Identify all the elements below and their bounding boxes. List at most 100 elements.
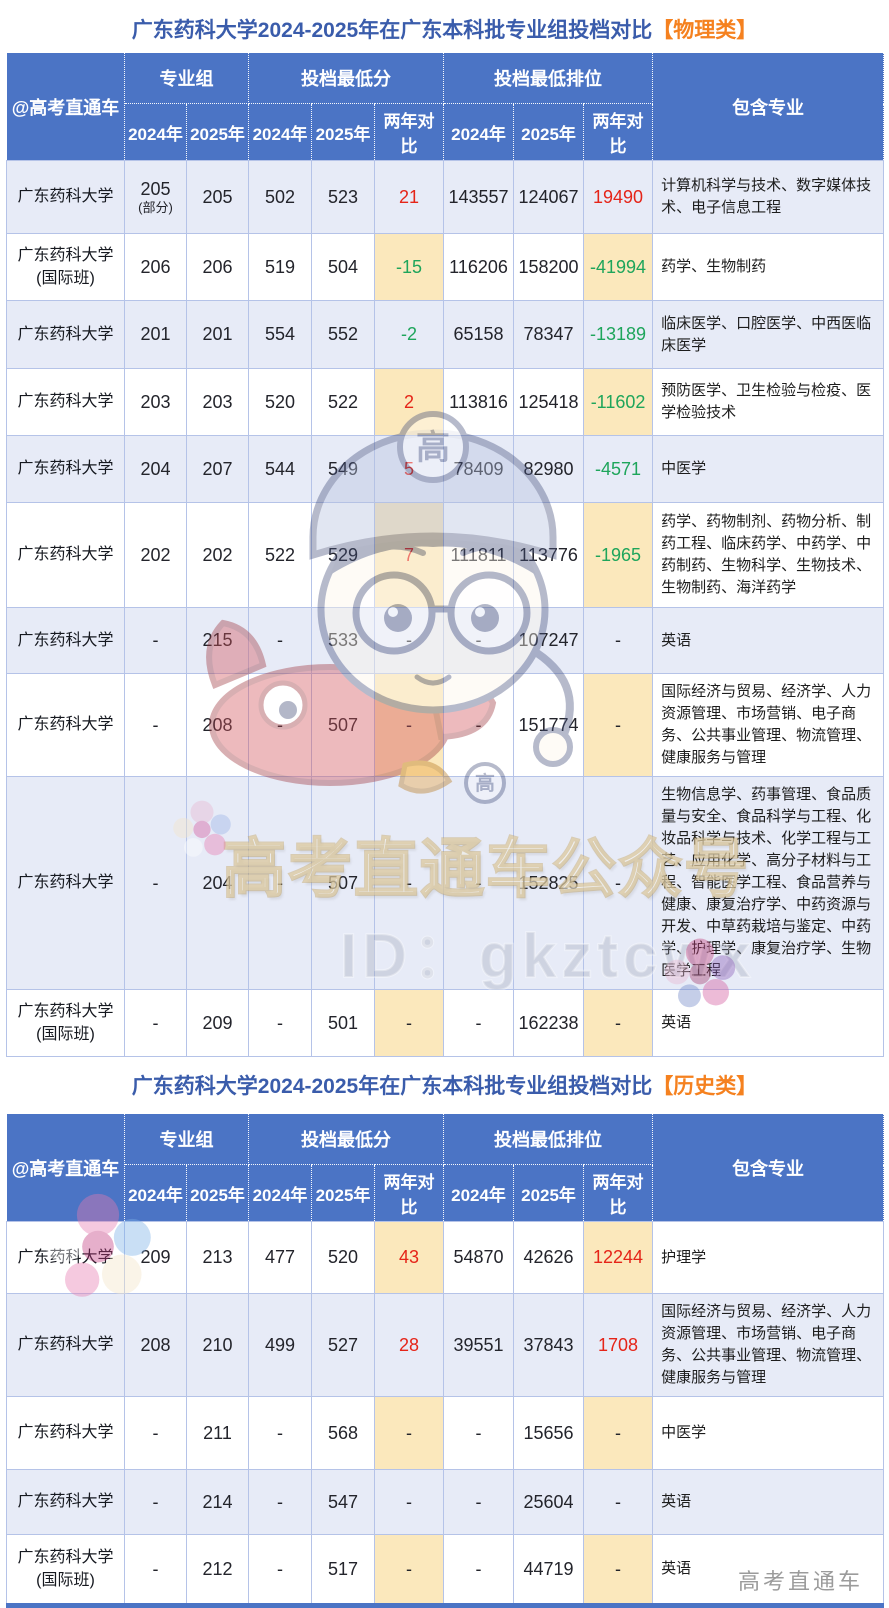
year-2024-header: 2024年 — [124, 1164, 187, 1222]
rank-diff-cell: - — [583, 1534, 654, 1606]
school-name-cell: 广东药科大学 — [6, 160, 125, 234]
score-2025-cell: 547 — [311, 1469, 375, 1535]
table-row: 广东药科大学 205 (部分) 205 502 523 21 143557 12… — [6, 160, 885, 234]
program-group-header: 专业组 — [124, 52, 249, 104]
footer-brand-watermark: 高考直通车 — [737, 1569, 863, 1594]
group-2024-value: 209 — [140, 1247, 171, 1267]
rank-2024-cell: - — [443, 673, 515, 777]
group-2024-value: 203 — [140, 391, 171, 412]
rank-2024-cell: - — [443, 1469, 515, 1535]
table-row: 广东药科大学 - 211 - 568 - - 15656 - 中医学 — [6, 1396, 885, 1470]
score-2024-cell: - — [248, 607, 312, 674]
group-2024-cell: - — [124, 607, 187, 674]
rank-2024-cell: 65158 — [443, 300, 515, 369]
table-row: 广东药科大学 (国际班) - 209 - 501 - - 162238 - 英语 — [6, 989, 885, 1057]
table-row: 广东药科大学 203 203 520 522 2 113816 125418 -… — [6, 368, 885, 436]
table-row: 广东药科大学 - 208 - 507 - - 151774 - 国际经济与贸易、… — [6, 673, 885, 777]
group-2024-value: - — [152, 1012, 159, 1033]
school-name-cell: 广东药科大学 — [6, 607, 125, 674]
rank-2024-cell: 111811 — [443, 502, 515, 608]
school-name: 广东药科大学 — [17, 874, 114, 892]
rank-2024-cell: - — [443, 776, 515, 990]
score-2025-cell: 507 — [311, 673, 375, 777]
score-2024-cell: 519 — [248, 233, 312, 301]
year-2025-header: 2025年 — [186, 1164, 249, 1222]
compare-header: 两年对比 — [373, 1164, 445, 1222]
physics-score-table: @高考直通车 专业组 投档最低分 投档最低排位 包含专业 2024年 2025年… — [6, 52, 885, 1057]
rank-2025-cell: 78347 — [513, 300, 585, 369]
score-2024-cell: 544 — [248, 435, 312, 503]
group-2025-cell: 206 — [186, 233, 249, 301]
rank-diff-cell: -13189 — [583, 300, 654, 369]
school-name-cell: 广东药科大学 — [6, 673, 125, 777]
school-name: 广东药科大学 — [17, 546, 114, 564]
physics-table-body: 广东药科大学 205 (部分) 205 502 523 21 143557 12… — [6, 160, 885, 1057]
school-name-cell: 广东药科大学 (国际班) — [6, 989, 125, 1057]
group-2024-value: - — [152, 714, 159, 735]
rank-diff-cell: -4571 — [583, 435, 654, 503]
group-2025-cell: 210 — [186, 1293, 249, 1397]
rank-diff-cell: -1965 — [583, 502, 654, 608]
score-diff-cell: 21 — [373, 160, 445, 234]
rank-2025-cell: 162238 — [513, 989, 585, 1057]
school-name-cell: 广东药科大学 — [6, 776, 125, 990]
group-2025-cell: 212 — [186, 1534, 249, 1606]
year-2024-header: 2024年 — [443, 103, 515, 161]
school-name: 广东药科大学 — [17, 1248, 114, 1266]
table-row: 广东药科大学 - 215 - 533 - - 107247 - 英语 — [6, 607, 885, 674]
school-name-cell: 广东药科大学 — [6, 1396, 125, 1470]
score-2024-cell: 502 — [248, 160, 312, 234]
score-2024-cell: - — [248, 776, 312, 990]
group-2025-cell: 204 — [186, 776, 249, 990]
score-diff-cell: - — [373, 989, 445, 1057]
group-2024-cell: 203 — [124, 368, 187, 436]
rank-2025-cell: 44719 — [513, 1534, 585, 1606]
school-name-cell: 广东药科大学 — [6, 435, 125, 503]
group-2024-cell: - — [124, 1396, 187, 1470]
majors-cell: 中医学 — [652, 1396, 885, 1470]
title-category-tag: 【物理类】 — [652, 19, 758, 42]
history-table-body: 广东药科大学 209 213 477 520 43 54870 42626 12… — [6, 1221, 885, 1606]
program-group-header: 专业组 — [124, 1113, 249, 1165]
rank-diff-cell: - — [583, 989, 654, 1057]
year-2025-header: 2025年 — [513, 103, 585, 161]
majors-cell: 药学、药物制剂、药物分析、制药工程、临床药学、中药学、中药制药、生物科学、生物技… — [652, 502, 885, 608]
rank-2025-cell: 125418 — [513, 368, 585, 436]
group-2024-value: 202 — [140, 544, 171, 565]
group-2025-cell: 215 — [186, 607, 249, 674]
group-2024-value: - — [152, 872, 159, 893]
group-2024-value: 204 — [140, 458, 171, 479]
year-2024-header: 2024年 — [124, 103, 187, 161]
school-name-suffix: (国际班) — [36, 1026, 95, 1043]
score-2025-cell: 549 — [311, 435, 375, 503]
rank-2025-cell: 37843 — [513, 1293, 585, 1397]
rank-2024-cell: - — [443, 1534, 515, 1606]
year-2025-header: 2025年 — [311, 103, 375, 161]
min-score-header: 投档最低分 — [247, 52, 445, 104]
school-name: 广东药科大学 — [17, 1548, 114, 1566]
score-2025-cell: 517 — [311, 1534, 375, 1606]
rank-2024-cell: 143557 — [443, 160, 515, 234]
table-row: 广东药科大学 - 214 - 547 - - 25604 - 英语 — [6, 1469, 885, 1535]
rank-diff-cell: - — [583, 1396, 654, 1470]
year-2025-header: 2025年 — [513, 1164, 585, 1222]
history-table-title: 广东药科大学2024-2025年在广东本科批专业组投档对比 【历史类】 — [6, 1057, 883, 1113]
group-2024-cell: 204 — [124, 435, 187, 503]
rank-diff-cell: - — [583, 607, 654, 674]
title-category-tag: 【历史类】 — [652, 1075, 758, 1098]
majors-cell: 生物信息学、药事管理、食品质量与安全、食品科学与工程、化妆品科学与技术、化学工程… — [652, 776, 885, 990]
group-2024-value: 208 — [140, 1334, 171, 1355]
score-2025-cell: 533 — [311, 607, 375, 674]
rank-2025-cell: 42626 — [513, 1221, 585, 1294]
group-2025-cell: 202 — [186, 502, 249, 608]
school-name: 广东药科大学 — [17, 1424, 114, 1442]
majors-cell: 临床医学、口腔医学、中西医临床医学 — [652, 300, 885, 369]
table-row: 广东药科大学 - 204 - 507 - - 152825 - 生物信息学、药事… — [6, 776, 885, 990]
school-name: 广东药科大学 — [17, 188, 114, 206]
school-name: 广东药科大学 — [17, 1336, 114, 1354]
score-2024-cell: - — [248, 989, 312, 1057]
score-2024-cell: 520 — [248, 368, 312, 436]
majors-cell: 药学、生物制药 — [652, 233, 885, 301]
school-name: 广东药科大学 — [17, 1002, 114, 1020]
